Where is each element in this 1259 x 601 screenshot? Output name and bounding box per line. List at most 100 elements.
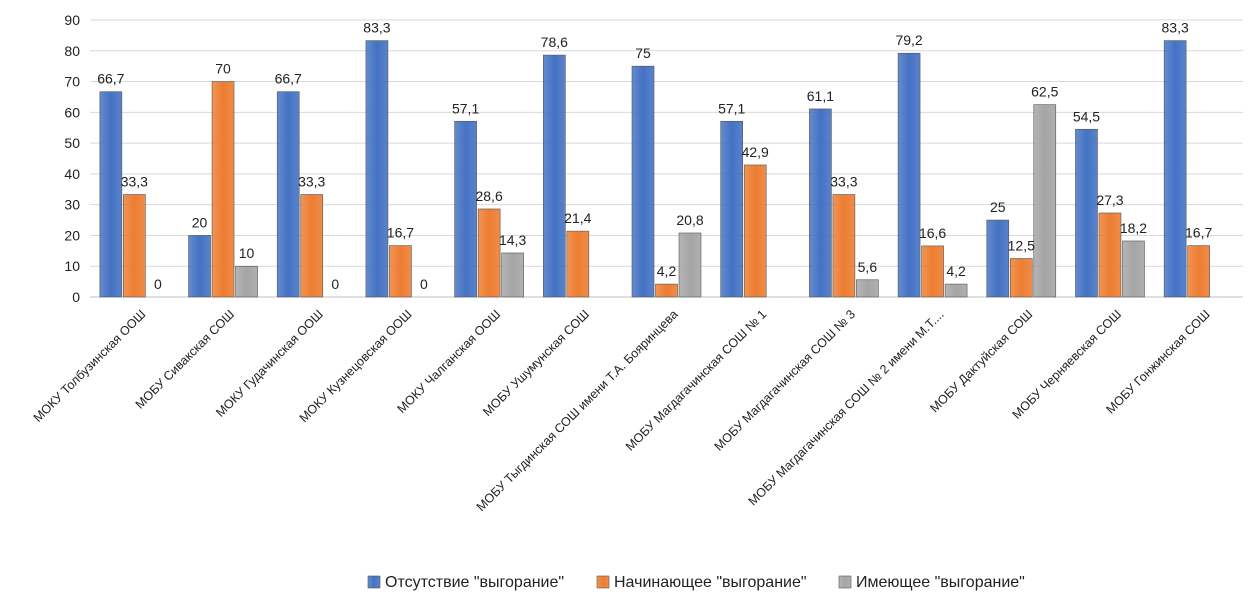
data-label: 28,6 — [475, 188, 502, 204]
legend-swatch — [367, 575, 381, 589]
y-tick-label: 50 — [64, 135, 80, 151]
bar — [678, 232, 702, 298]
bar — [235, 265, 258, 298]
data-label: 25 — [990, 199, 1006, 215]
legend-swatch — [596, 575, 610, 589]
data-label: 20,8 — [676, 212, 703, 228]
data-label: 10 — [239, 245, 255, 261]
data-label: 4,2 — [946, 263, 966, 279]
bar — [211, 81, 235, 298]
bar — [1075, 128, 1098, 298]
data-label: 62,5 — [1031, 84, 1058, 100]
data-label: 0 — [331, 276, 339, 292]
bar — [188, 235, 211, 298]
data-label: 83,3 — [1162, 20, 1189, 36]
y-tick-label: 10 — [64, 258, 80, 274]
y-tick-label: 20 — [64, 227, 80, 243]
bar — [365, 40, 389, 298]
bars — [99, 40, 1210, 298]
data-label: 42,9 — [742, 144, 769, 160]
bar — [743, 164, 767, 298]
data-label: 33,3 — [830, 174, 857, 190]
data-label: 33,3 — [121, 174, 148, 190]
x-category-label: МОБУ Сивакская СОШ — [133, 307, 237, 411]
data-label: 66,7 — [275, 71, 302, 87]
y-tick-label: 0 — [72, 289, 80, 305]
bar — [99, 91, 123, 298]
bar — [986, 219, 1010, 298]
bar — [897, 52, 921, 298]
bar — [944, 283, 968, 298]
data-label: 78,6 — [541, 34, 568, 50]
x-category-label: МОБУ Гонжинская СОШ — [1103, 307, 1212, 416]
data-label: 79,2 — [895, 32, 922, 48]
data-label: 16,6 — [919, 225, 946, 241]
data-label: 14,3 — [499, 232, 526, 248]
bar — [543, 54, 566, 298]
bar — [720, 120, 743, 298]
data-label: 75 — [635, 45, 651, 61]
data-label: 66,7 — [97, 71, 124, 87]
bar — [300, 194, 324, 298]
data-label: 16,7 — [387, 225, 414, 241]
bar — [389, 245, 412, 298]
x-category-label: МОБУ Тыгдинская СОШ имени Т.А. Бояринцев… — [474, 307, 681, 514]
bar — [921, 245, 944, 298]
y-tick-label: 80 — [64, 43, 80, 59]
data-label: 16,7 — [1185, 225, 1212, 241]
data-label: 83,3 — [363, 20, 390, 36]
bar — [1098, 212, 1122, 298]
bar — [477, 208, 501, 298]
gridlines — [90, 19, 1243, 298]
bar — [655, 283, 678, 298]
legend-swatch — [838, 575, 852, 589]
legend: Отсутствие "выгорание" Начинающее "выгора… — [367, 574, 1025, 591]
bar — [1122, 240, 1145, 298]
bar — [276, 91, 300, 298]
data-label: 33,3 — [298, 174, 325, 190]
legend-label: Начинающее "выгорание" — [614, 574, 807, 591]
legend-label: Имеющее "выгорание" — [856, 574, 1025, 591]
data-label: 12,5 — [1008, 238, 1035, 254]
data-label: 57,1 — [718, 100, 745, 116]
bar — [566, 230, 590, 298]
data-label: 20 — [192, 214, 208, 230]
bar — [501, 252, 524, 298]
y-axis-ticks: 0 10 20 30 40 50 60 70 80 90 — [64, 12, 80, 305]
data-label: 61,1 — [807, 88, 834, 104]
data-label: 57,1 — [452, 100, 479, 116]
bar — [454, 120, 477, 298]
y-tick-label: 60 — [64, 104, 80, 120]
bar — [631, 65, 655, 298]
bar — [123, 194, 146, 298]
data-label: 54,5 — [1073, 108, 1100, 124]
x-category-label: МОКУ Толбузинская ООШ — [31, 307, 149, 425]
y-tick-label: 30 — [64, 197, 80, 213]
legend-label: Отсутствие "выгорание" — [385, 574, 564, 591]
data-label: 4,2 — [657, 263, 677, 279]
data-labels: 66,7 33,3 0 20 70 10 66,7 33,3 0 83,3 16,7 0 57,1 28,… — [97, 20, 1212, 292]
data-label: 18,2 — [1120, 220, 1147, 236]
data-label: 70 — [215, 61, 231, 77]
y-tick-label: 40 — [64, 166, 80, 182]
data-label: 0 — [154, 276, 162, 292]
x-category-label: МОБУ Магдагачинская СОШ № 3 — [712, 307, 858, 453]
y-tick-label: 70 — [64, 74, 80, 90]
x-category-label: МОБУ Магдагачинская СОШ № 2 имени М.Т...… — [746, 307, 947, 508]
x-category-label: МОБУ Магдагачинская СОШ № 1 — [623, 307, 769, 453]
bar — [832, 194, 856, 298]
bar — [1187, 245, 1210, 298]
data-label: 5,6 — [858, 259, 878, 275]
bar — [856, 279, 879, 298]
bar — [809, 108, 832, 298]
data-label: 0 — [420, 276, 428, 292]
data-label: 21,4 — [564, 210, 591, 226]
bar — [1033, 104, 1057, 298]
bar — [1163, 40, 1187, 298]
x-category-label: МОКУ Чалганская ООШ — [394, 307, 503, 416]
data-label: 27,3 — [1096, 192, 1123, 208]
bar — [1009, 258, 1033, 298]
